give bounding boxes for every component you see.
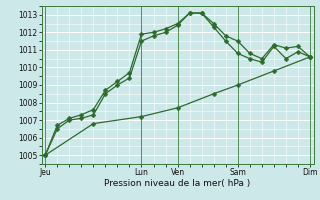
X-axis label: Pression niveau de la mer( hPa ): Pression niveau de la mer( hPa ) bbox=[104, 179, 251, 188]
